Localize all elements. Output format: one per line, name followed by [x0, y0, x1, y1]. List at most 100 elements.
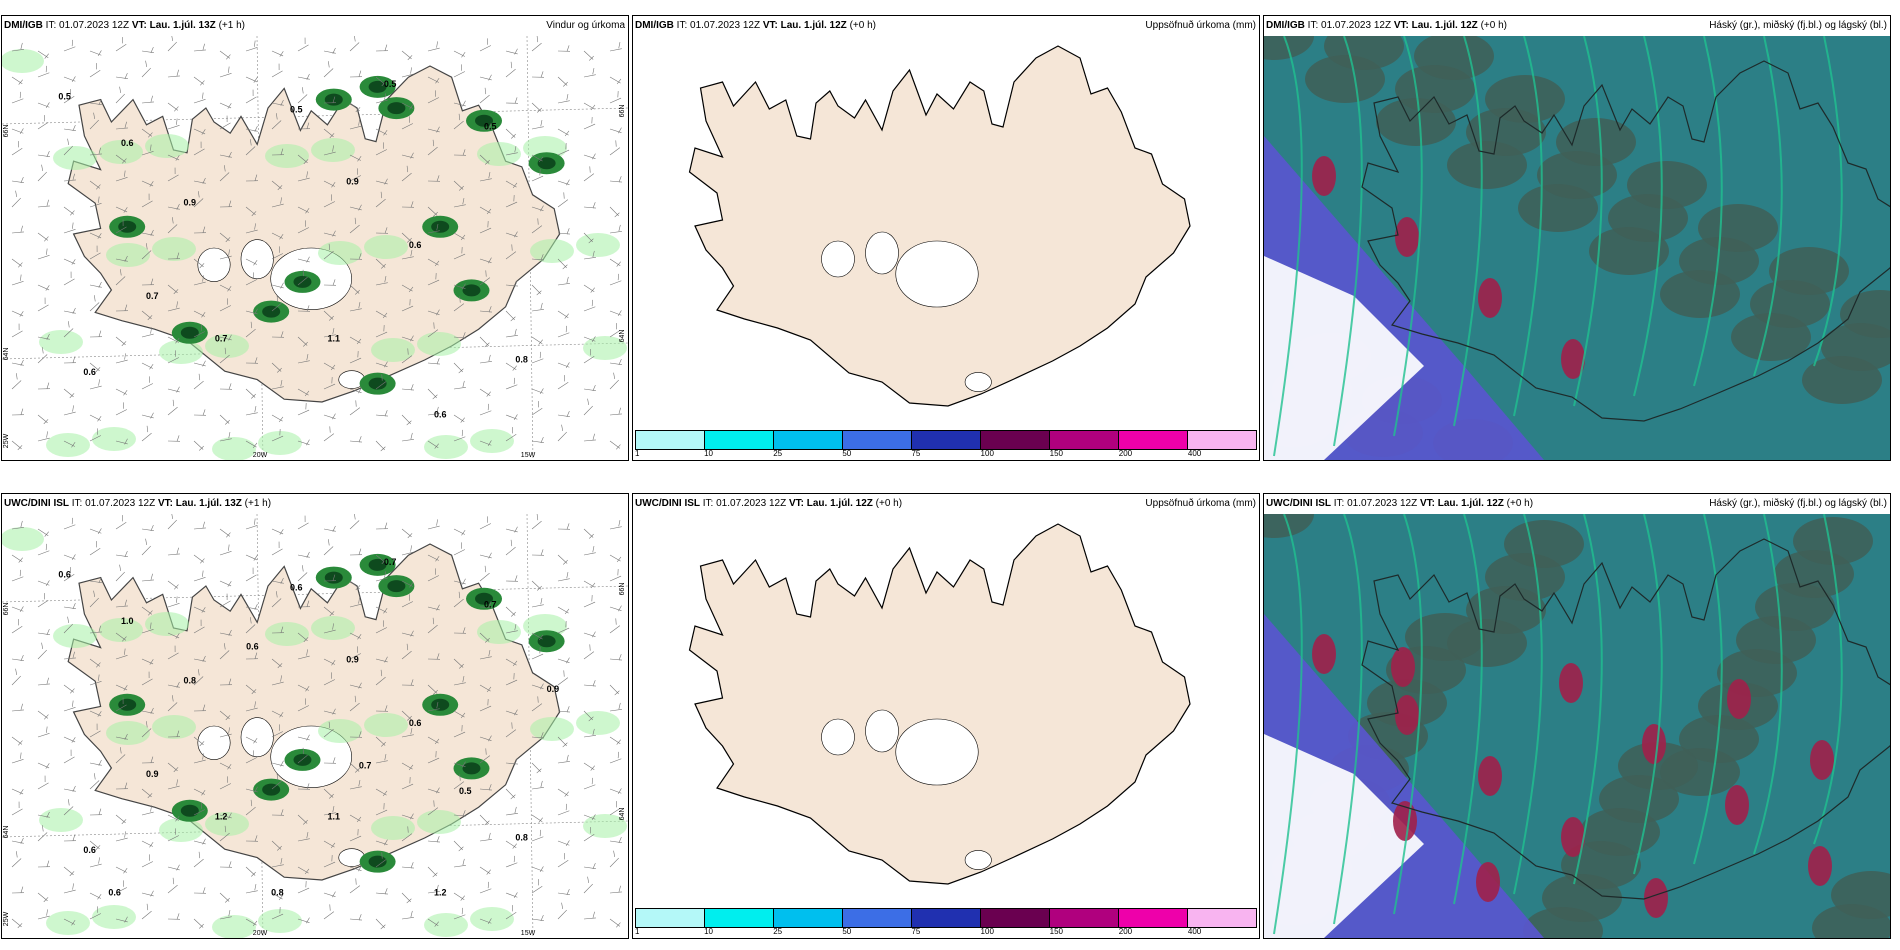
wind-barb [479, 206, 492, 215]
wind-barb [297, 171, 310, 182]
colorbar-tick-label: 1 [635, 449, 640, 458]
wind-barb [11, 752, 24, 764]
iceland-landmass [688, 523, 1191, 885]
wind-barb [349, 762, 360, 773]
accum-precip-panel-bottom: UWC/DINI ISL IT: 01.07.2023 12Z VT: Lau.… [632, 493, 1260, 939]
wind-barb [167, 730, 181, 738]
wind-barb [557, 554, 568, 565]
precip-heavy-area [475, 114, 494, 127]
wind-barb [37, 762, 50, 769]
wind-barb [11, 176, 24, 183]
wind-barb [349, 119, 362, 130]
wind-barb [349, 865, 362, 872]
wind-barb [349, 102, 361, 113]
wind-barb [11, 190, 21, 208]
wind-barb [505, 758, 518, 765]
wind-barb [37, 333, 50, 340]
cloud-contour [1393, 36, 1423, 437]
wind-barb [193, 753, 206, 764]
wind-barb [401, 826, 413, 842]
precip-shading [2, 49, 627, 460]
colorbar-tick-label: 150 [1049, 449, 1064, 458]
wind-barb [583, 762, 595, 771]
wind-barb [557, 803, 570, 816]
cloud-high-area [1831, 871, 1890, 919]
wind-barb [479, 699, 492, 712]
wind-barb [323, 539, 334, 556]
wind-barb [531, 780, 544, 790]
precip-heavy-area [180, 804, 199, 817]
wind-barb [89, 330, 103, 338]
wind-barb [453, 810, 466, 817]
wind-barb [63, 883, 76, 894]
wind-barb [141, 805, 154, 816]
cloud-high-area [1324, 36, 1404, 70]
colorbar-swatch [774, 431, 843, 449]
wind-barb [609, 836, 622, 843]
wind-barb [375, 803, 388, 816]
wind-barb [453, 627, 467, 634]
wind-barb [89, 710, 102, 717]
wind-barb [453, 528, 466, 536]
precip-value-label: 0.5 [58, 92, 71, 102]
cloud-red-area [1561, 339, 1585, 379]
wind-barb [479, 814, 490, 826]
cloud-high-area [1485, 75, 1565, 123]
precip-value-label: 0.6 [83, 845, 96, 855]
wind-barb [297, 783, 311, 790]
init-time: IT: 01.07.2023 12Z [676, 20, 761, 31]
wind-barb [115, 269, 126, 286]
lat-label-left: 64N [3, 826, 10, 839]
wind-precip-panel-bottom: UWC/DINI ISL IT: 01.07.2023 12Z VT: Lau.… [1, 493, 629, 939]
wind-barb [505, 362, 517, 371]
wind-barb [505, 606, 516, 617]
wind-barb [531, 254, 544, 261]
wind-barb [271, 380, 284, 390]
wind-barb [427, 273, 440, 286]
wind-barb [349, 253, 363, 260]
wind-barb [583, 433, 596, 442]
precip-light-area [53, 146, 97, 170]
wind-barb [167, 36, 177, 52]
panel-header: UWC/DINI ISL IT: 01.07.2023 12Z VT: Lau.… [633, 494, 1259, 514]
wind-barb [531, 169, 544, 182]
wind-barb [115, 515, 127, 530]
cloud-red-area [1644, 878, 1668, 918]
wind-barb [193, 177, 206, 184]
wind-barb [37, 150, 50, 157]
wind-barb [115, 866, 128, 874]
wind-barb [219, 710, 231, 721]
wind-barb [505, 892, 518, 899]
wind-barb [115, 37, 127, 52]
wind-barb [401, 594, 413, 608]
wind-barb [245, 139, 256, 156]
wind-barb [167, 913, 181, 920]
wind-barb [297, 269, 308, 286]
wind-barb [583, 728, 596, 738]
wind-barb [479, 632, 490, 643]
wind-barb [141, 229, 154, 236]
wind-barb [609, 654, 622, 661]
precip-light-area [470, 429, 514, 453]
colorbar-swatch [1050, 909, 1119, 927]
wind-barb [609, 206, 620, 218]
wind-barb [349, 217, 360, 234]
precip-light-area [205, 334, 249, 358]
wind-barb [37, 677, 50, 686]
cloud-red-area [1391, 647, 1415, 687]
wind-barb [63, 866, 75, 877]
wind-barb [349, 284, 360, 295]
wind-barb [37, 102, 50, 109]
wind-barb [11, 42, 24, 52]
cloud-contour [1333, 514, 1363, 925]
wind-barb [245, 835, 259, 842]
model-name: UWC/DINI ISL [635, 498, 700, 509]
wind-barb [557, 853, 569, 868]
precip-light-area [576, 233, 620, 257]
precip-heavy-area [293, 275, 312, 288]
precip-light-area [265, 622, 309, 646]
wind-barb [401, 335, 414, 342]
valid-time: Lau. 1.júl. 13Z [175, 498, 242, 509]
colorbar-tick-label: 25 [773, 449, 783, 458]
wind-barb [271, 773, 282, 790]
